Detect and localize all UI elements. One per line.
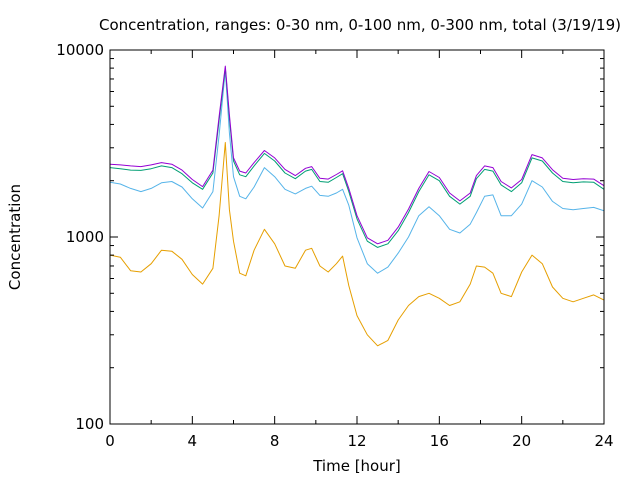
x-tick-label: 24 xyxy=(594,432,613,450)
series-line-4 xyxy=(110,65,604,245)
x-tick-label: 16 xyxy=(430,432,449,450)
y-axis-label: Concentration xyxy=(6,184,24,290)
series-layer xyxy=(110,65,604,347)
x-axis-label: Time [hour] xyxy=(312,457,401,475)
series-line-2 xyxy=(110,69,604,274)
x-tick-label: 4 xyxy=(188,432,198,450)
x-tick-label: 12 xyxy=(347,432,366,450)
x-tick-label: 20 xyxy=(512,432,531,450)
axis-layer: 0 4 8 12 16 20 24 100 1000 10000 xyxy=(56,41,613,450)
series-line-3 xyxy=(110,67,604,248)
x-tick-label: 8 xyxy=(270,432,280,450)
y-tick-label: 10000 xyxy=(56,41,104,59)
y-tick-label: 1000 xyxy=(66,228,104,246)
chart-title: Concentration, ranges: 0-30 nm, 0-100 nm… xyxy=(99,16,621,34)
y-tick-label: 100 xyxy=(75,415,104,433)
x-tick-label: 0 xyxy=(105,432,115,450)
series-line-1 xyxy=(110,142,604,347)
